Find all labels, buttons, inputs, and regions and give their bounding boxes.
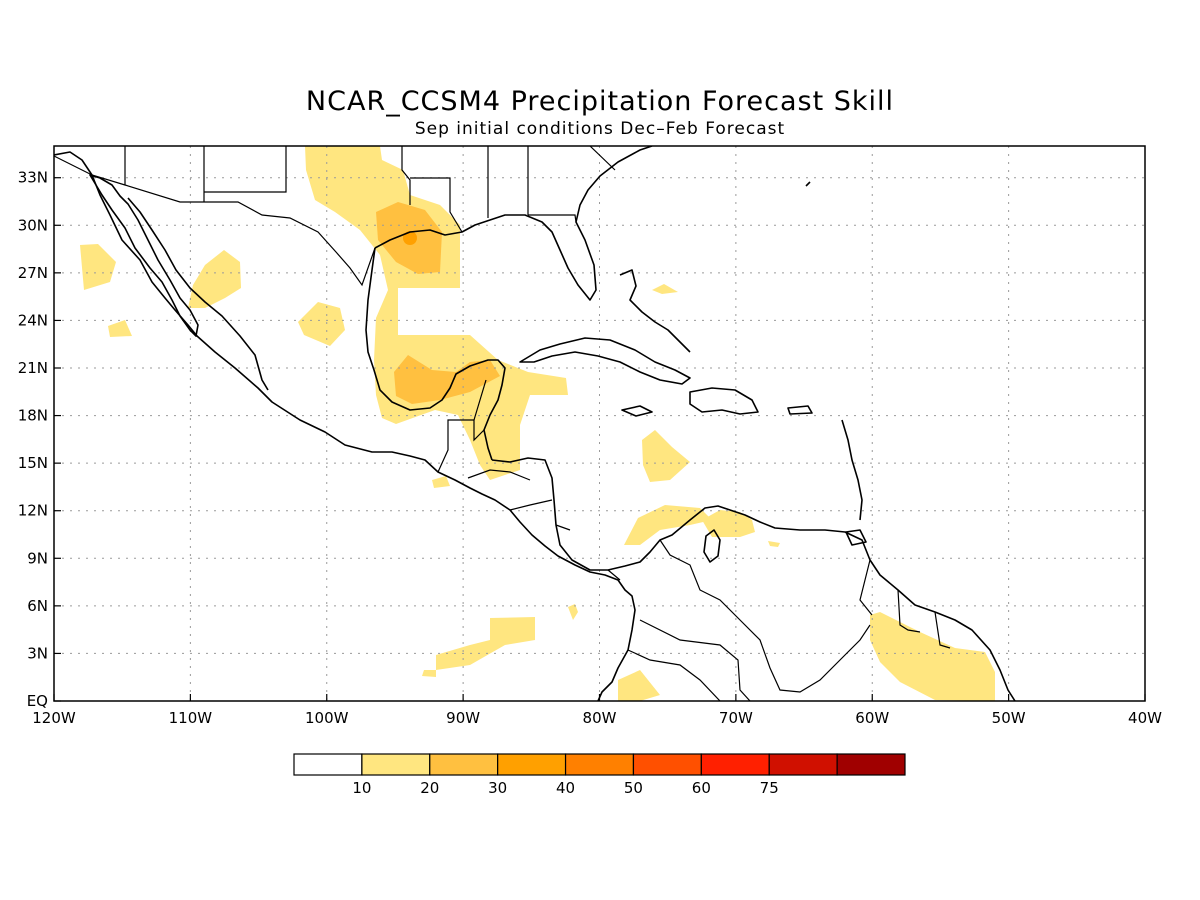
y-tick-label: 12N [18, 502, 48, 520]
x-axis-ticks: 120W 110W 100W 90W 80W 70W 60W 50W 40W [32, 694, 1162, 727]
map-frame [53, 145, 1146, 702]
colorbar-swatch [768, 753, 838, 776]
y-tick-label: 3N [27, 644, 48, 662]
graticule [54, 146, 1145, 701]
x-tick-label: 120W [32, 709, 76, 727]
colorbar-swatch [293, 753, 363, 776]
y-axis-ticks: EQ 3N 6N 9N 12N 15N 18N 21N 24N 27N 30N 33N [18, 169, 61, 710]
y-tick-label: 33N [18, 169, 48, 187]
colorbar-swatch [700, 753, 770, 776]
colorbar-label: 30 [488, 779, 507, 797]
colorbar: 10 20 30 40 50 60 75 [293, 753, 906, 797]
y-tick-label: 6N [27, 597, 48, 615]
colorbar-label: 20 [420, 779, 439, 797]
x-tick-label: 80W [583, 709, 617, 727]
colorbar-swatch [429, 753, 499, 776]
colorbar-label: 10 [352, 779, 371, 797]
skill-shading [80, 146, 995, 701]
colorbar-label: 40 [556, 779, 575, 797]
y-tick-label: 21N [18, 359, 48, 377]
y-tick-label: 18N [18, 407, 48, 425]
map-subtitle: Sep initial conditions Dec–Feb Forecast [415, 119, 785, 139]
y-tick-label: 9N [27, 549, 48, 567]
y-tick-label: 15N [18, 454, 48, 472]
y-tick-label: EQ [27, 692, 48, 710]
colorbar-swatch [632, 753, 702, 776]
skill-shading-30 [403, 231, 417, 245]
x-tick-label: 110W [169, 709, 213, 727]
y-tick-label: 27N [18, 264, 48, 282]
y-tick-label: 24N [18, 311, 48, 329]
y-tick-label: 30N [18, 216, 48, 234]
colorbar-swatch [497, 753, 567, 776]
map-panel: 120W 110W 100W 90W 80W 70W 60W 50W 40W EQ 3N 6N 9N 1… [18, 145, 1162, 727]
x-tick-label: 90W [446, 709, 480, 727]
colorbar-swatch [361, 753, 431, 776]
map-title: NCAR_CCSM4 Precipitation Forecast Skill [306, 86, 894, 117]
x-tick-label: 100W [305, 709, 349, 727]
colorbar-swatch [564, 753, 635, 776]
colorbar-label: 50 [624, 779, 643, 797]
x-tick-label: 70W [719, 709, 753, 727]
colorbar-swatch [836, 753, 906, 776]
political-borders [54, 146, 951, 701]
x-tick-label: 40W [1128, 709, 1162, 727]
x-tick-label: 50W [992, 709, 1026, 727]
coastlines [54, 146, 1016, 701]
x-tick-label: 60W [855, 709, 889, 727]
colorbar-label: 60 [692, 779, 711, 797]
colorbar-label: 75 [760, 779, 779, 797]
